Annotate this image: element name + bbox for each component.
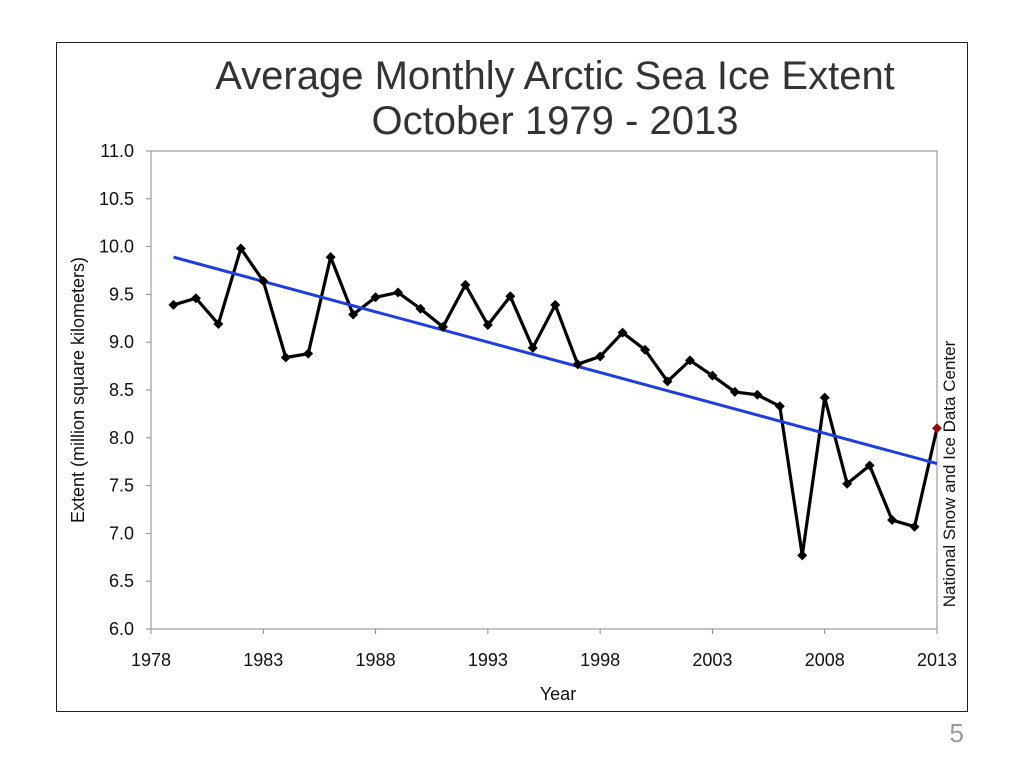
- x-axis-title: Year: [540, 684, 576, 704]
- x-axis-ticks: 1978 1983 1988 1993 1998 2003 2008 2013: [131, 629, 957, 670]
- data-point-1983: [258, 276, 269, 287]
- plot-area: [150, 150, 938, 630]
- data-point-1998: [595, 351, 606, 362]
- page-number: 5: [949, 718, 964, 748]
- data-point-1999: [617, 327, 628, 338]
- data-point-2002: [684, 355, 695, 366]
- y-tick-label: 7.0: [109, 523, 134, 543]
- data-series-group: [173, 244, 939, 556]
- data-point-2012: [909, 521, 920, 532]
- data-point-1993: [482, 319, 493, 330]
- x-tick-label: 1993: [468, 650, 508, 670]
- data-point-1992: [460, 279, 471, 290]
- data-point-1985: [303, 348, 314, 359]
- data-point-2007: [797, 550, 808, 561]
- data-markers: [168, 243, 942, 561]
- x-tick-label: 2003: [692, 650, 732, 670]
- chart-title-line-1: Average Monthly Arctic Sea Ice Extent: [215, 54, 895, 98]
- y-axis-title: Extent (million square kilometers): [68, 257, 88, 523]
- highlight-point-2013: [932, 423, 942, 434]
- x-tick-label: 1998: [580, 650, 620, 670]
- data-point-1996: [550, 299, 561, 310]
- data-point-2003: [707, 370, 718, 381]
- x-tick-label: 1983: [243, 650, 283, 670]
- data-point-1984: [280, 352, 291, 363]
- data-point-2008: [819, 392, 830, 403]
- trend-line-group: [173, 255, 938, 466]
- sea-ice-chart: Average Monthly Arctic Sea Ice Extent Oc…: [68, 54, 959, 704]
- y-tick-label: 6.5: [109, 571, 134, 591]
- data-point-1982: [235, 243, 246, 254]
- data-point-1986: [325, 252, 336, 263]
- data-point-1989: [393, 287, 404, 298]
- source-credit: National Snow and Ice Data Center: [940, 340, 959, 607]
- data-point-1994: [505, 291, 516, 302]
- data-point-2009: [842, 478, 853, 489]
- x-tick-label: 1988: [356, 650, 396, 670]
- data-point-2004: [729, 386, 740, 397]
- data-point-2001: [662, 376, 673, 387]
- data-point-2000: [640, 344, 651, 355]
- y-tick-label: 6.0: [109, 619, 134, 639]
- data-point-1997: [572, 359, 583, 370]
- y-tick-label: 10.0: [99, 237, 134, 257]
- y-tick-label: 8.0: [109, 428, 134, 448]
- y-tick-label: 7.5: [109, 476, 134, 496]
- chart-frame: Average Monthly Arctic Sea Ice Extent Oc…: [56, 42, 968, 712]
- data-point-1987: [348, 309, 359, 320]
- data-point-1995: [527, 342, 538, 353]
- x-tick-label: 2013: [917, 650, 957, 670]
- chart-title-line-2: October 1979 - 2013: [372, 99, 739, 143]
- data-point-1980: [190, 293, 201, 304]
- data-point-2010: [864, 460, 875, 471]
- y-tick-label: 9.5: [109, 284, 134, 304]
- y-tick-label: 10.5: [99, 189, 134, 209]
- trend-line: [173, 255, 938, 466]
- data-point-2005: [752, 389, 763, 400]
- data-point-1988: [370, 292, 381, 303]
- extent-series-line: [173, 244, 939, 556]
- y-tick-label: 8.5: [109, 380, 134, 400]
- data-point-1990: [415, 303, 426, 314]
- data-point-1979: [168, 299, 179, 310]
- data-point-2011: [887, 515, 898, 526]
- y-tick-label: 11.0: [100, 141, 134, 161]
- x-tick-label: 2008: [805, 650, 845, 670]
- x-tick-label: 1978: [131, 650, 171, 670]
- y-axis-ticks: 6.0 6.5 7.0 7.5 8.0 8.5 9.0 9.5 10.0 10.5 11.0: [99, 141, 151, 639]
- data-point-1981: [213, 319, 224, 330]
- data-point-1991: [437, 321, 448, 332]
- data-point-2006: [774, 401, 785, 412]
- y-tick-label: 9.0: [109, 332, 134, 352]
